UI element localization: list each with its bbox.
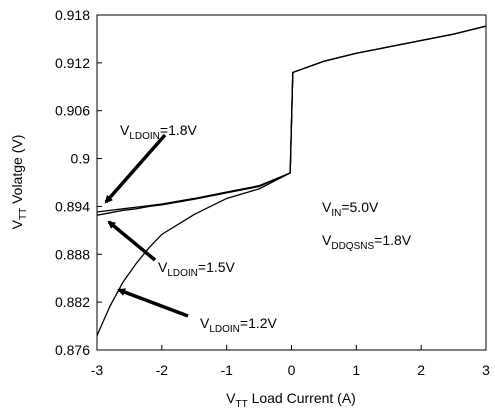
x-tick-label: 3 — [482, 362, 490, 378]
annotation: VDDQSNS=1.8V — [322, 232, 412, 252]
x-axis-label-main: V — [226, 390, 236, 406]
y-axis-label-main: V — [9, 219, 25, 229]
annotation-main: V — [120, 122, 130, 138]
x-axis-label-sub: TT — [235, 399, 247, 410]
y-axis-label: VTT Volatge (V) — [9, 135, 29, 230]
x-tick-label: 2 — [417, 362, 425, 378]
annotation-sub: IN — [331, 208, 341, 219]
annotation-sub: LDOIN — [129, 131, 160, 142]
annotation-rest: =5.0V — [341, 199, 379, 215]
annotation-rest: =1.8V — [374, 232, 412, 248]
y-tick-label: 0.9 — [71, 151, 91, 167]
arrow — [117, 288, 189, 318]
y-tick-label: 0.882 — [55, 294, 90, 310]
annotation: VLDOIN=1.2V — [200, 315, 278, 335]
annotation-sub: LDOIN — [167, 268, 198, 279]
x-tick-label: 1 — [352, 362, 360, 378]
x-tick-label: 0 — [288, 362, 296, 378]
y-tick-label: 0.918 — [55, 7, 90, 23]
y-tick-label: 0.888 — [55, 246, 90, 262]
annotation: VLDOIN=1.5V — [158, 259, 236, 279]
x-axis-label: VTT Load Current (A) — [226, 390, 356, 410]
arrow — [104, 133, 167, 204]
plot-frame — [96, 14, 487, 351]
annotation: VIN=5.0V — [322, 199, 379, 219]
x-tick-label: -2 — [156, 362, 169, 378]
arrow — [107, 220, 157, 262]
y-tick-label: 0.894 — [55, 198, 90, 214]
y-axis-label-rest: Volatge (V) — [9, 135, 25, 208]
annotation: VLDOIN=1.8V — [120, 122, 198, 142]
annotation-rest: =1.2V — [240, 315, 278, 331]
y-axis-label-sub: TT — [18, 208, 29, 220]
annotation-main: V — [200, 315, 210, 331]
x-tick-label: -1 — [220, 362, 233, 378]
y-tick-label: 0.912 — [55, 55, 90, 71]
annotation-rest: =1.8V — [160, 122, 198, 138]
y-tick-label: 0.876 — [55, 342, 90, 358]
annotation-sub: DDQSNS — [331, 241, 374, 252]
x-axis-label-rest: Load Current (A) — [248, 390, 356, 406]
x-tick-label: -3 — [91, 362, 104, 378]
line — [96, 25, 487, 336]
annotation-main: V — [322, 199, 332, 215]
y-tick-label: 0.906 — [55, 103, 90, 119]
annotation-sub: LDOIN — [209, 324, 240, 335]
annotation-main: V — [158, 259, 168, 275]
annotation-main: V — [322, 232, 332, 248]
annotation-rest: =1.5V — [198, 259, 236, 275]
